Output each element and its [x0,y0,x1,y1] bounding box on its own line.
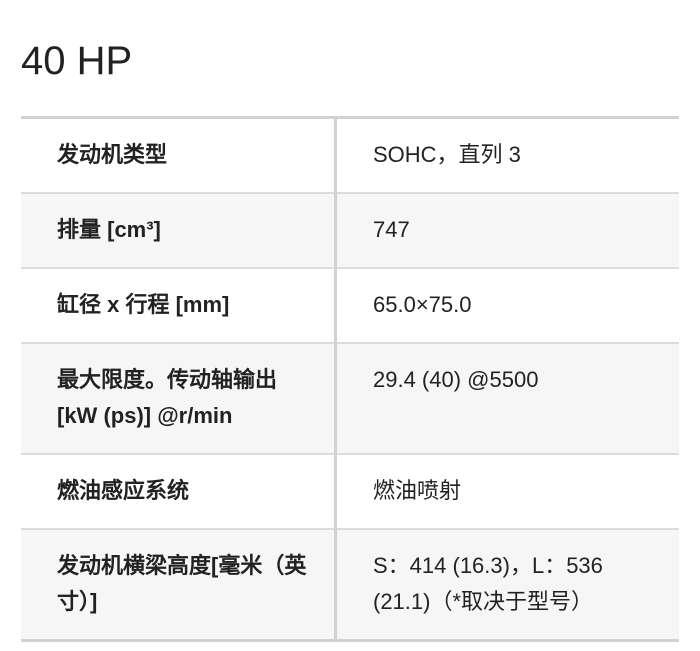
row-label: 缸径 x 行程 [mm] [21,268,337,344]
row-label: 排量 [cm³] [21,193,337,269]
table-row: 发动机横梁高度[毫米（英寸）] S：414 (16.3)，L：536 (21.1… [21,529,679,641]
page-title: 40 HP [21,39,133,83]
row-label: 燃油感应系统 [21,454,337,530]
row-label: 发动机类型 [21,117,337,194]
table-row: 发动机类型 SOHC，直列 3 [21,117,679,194]
row-value: 747 [335,193,679,269]
row-value: SOHC，直列 3 [335,117,679,194]
table-row: 缸径 x 行程 [mm] 65.0×75.0 [21,268,679,344]
row-label: 最大限度。传动轴输出 [kW (ps)] @r/min [21,343,337,455]
row-value: 29.4 (40) @5500 [335,343,679,455]
row-value: 燃油喷射 [335,454,679,530]
table-row: 燃油感应系统 燃油喷射 [21,454,679,530]
spec-table: 发动机类型 SOHC，直列 3 排量 [cm³] 747 缸径 x 行程 [mm… [21,116,679,642]
row-label: 发动机横梁高度[毫米（英寸）] [21,529,337,641]
table-row: 排量 [cm³] 747 [21,193,679,269]
row-value: 65.0×75.0 [335,268,679,344]
row-value: S：414 (16.3)，L：536 (21.1)（*取决于型号） [335,529,679,641]
table-row: 最大限度。传动轴输出 [kW (ps)] @r/min 29.4 (40) @5… [21,343,679,455]
